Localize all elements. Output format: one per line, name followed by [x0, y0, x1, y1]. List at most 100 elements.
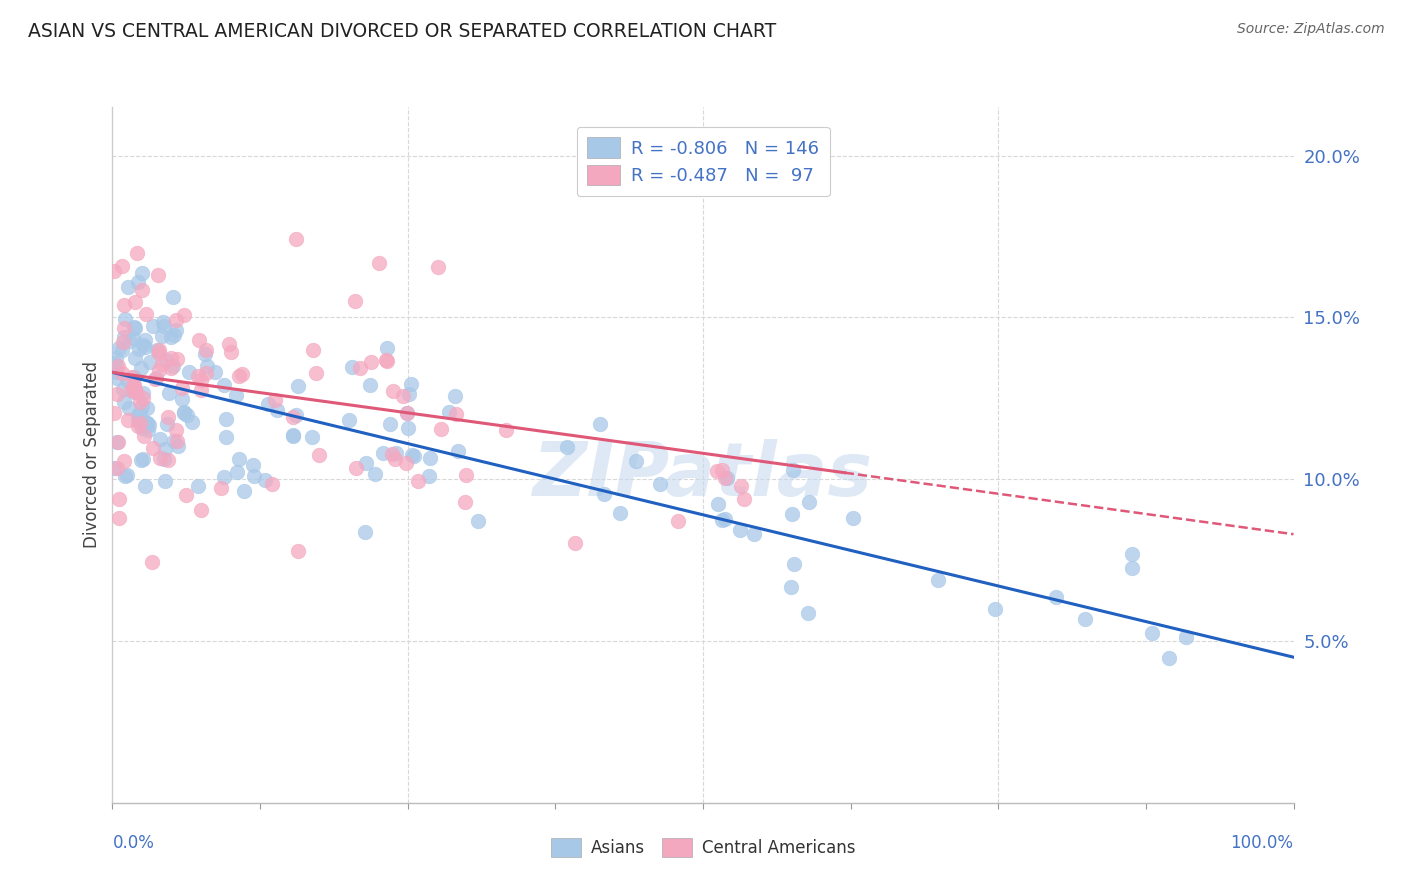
- Point: [111, 343, 134, 357]
- Point: [446, 443, 468, 458]
- Point: [287, 544, 309, 558]
- Point: [342, 360, 364, 375]
- Point: [215, 411, 238, 425]
- Point: [401, 376, 423, 391]
- Point: [156, 417, 179, 432]
- Point: [176, 408, 198, 422]
- Text: ASIAN VS CENTRAL AMERICAN DIVORCED OR SEPARATED CORRELATION CHART: ASIAN VS CENTRAL AMERICAN DIVORCED OR SE…: [28, 22, 776, 41]
- Point: [401, 448, 423, 462]
- Point: [120, 334, 142, 348]
- Point: [281, 427, 304, 442]
- Point: [136, 401, 159, 416]
- Point: [382, 384, 405, 399]
- Point: [375, 354, 398, 368]
- Point: [146, 343, 169, 358]
- Point: [124, 294, 146, 309]
- Point: [122, 331, 145, 345]
- Point: [495, 424, 517, 438]
- Point: [136, 423, 159, 437]
- Point: [132, 391, 155, 405]
- Point: [134, 340, 156, 354]
- Point: [152, 452, 174, 467]
- Point: [557, 440, 579, 454]
- Point: [218, 336, 240, 351]
- Point: [105, 359, 128, 374]
- Point: [129, 395, 152, 409]
- Point: [162, 359, 184, 373]
- Point: [165, 423, 187, 437]
- Point: [162, 289, 184, 303]
- Point: [195, 366, 218, 380]
- Point: [139, 355, 162, 369]
- Point: [166, 434, 188, 448]
- Point: [112, 395, 135, 409]
- Point: [204, 366, 226, 380]
- Point: [385, 445, 408, 459]
- Point: [284, 409, 307, 423]
- Point: [984, 602, 1007, 616]
- Point: [197, 359, 219, 374]
- Point: [374, 353, 396, 368]
- Point: [117, 413, 139, 427]
- Point: [190, 373, 212, 387]
- Point: [281, 409, 304, 424]
- Point: [112, 454, 135, 468]
- Point: [284, 232, 307, 246]
- Point: [173, 405, 195, 419]
- Point: [1121, 547, 1143, 561]
- Point: [112, 330, 135, 344]
- Point: [364, 467, 387, 481]
- Point: [129, 453, 152, 467]
- Point: [187, 368, 209, 383]
- Point: [121, 370, 143, 384]
- Point: [143, 372, 166, 386]
- Point: [107, 435, 129, 450]
- Point: [117, 373, 139, 387]
- Point: [153, 442, 176, 457]
- Point: [124, 321, 146, 335]
- Point: [927, 573, 949, 587]
- Point: [149, 451, 172, 466]
- Point: [706, 465, 728, 479]
- Point: [122, 369, 145, 384]
- Point: [710, 513, 733, 527]
- Point: [343, 293, 366, 308]
- Point: [135, 307, 157, 321]
- Point: [103, 263, 125, 277]
- Point: [111, 259, 134, 273]
- Point: [127, 414, 149, 428]
- Point: [353, 524, 375, 539]
- Point: [134, 333, 156, 347]
- Point: [103, 406, 125, 420]
- Point: [406, 474, 429, 488]
- Point: [375, 342, 398, 356]
- Point: [305, 366, 328, 380]
- Point: [136, 416, 159, 430]
- Point: [103, 460, 125, 475]
- Point: [132, 452, 155, 467]
- Point: [714, 512, 737, 526]
- Point: [228, 368, 250, 383]
- Point: [117, 401, 139, 416]
- Point: [120, 383, 142, 397]
- Point: [378, 417, 401, 431]
- Point: [446, 407, 468, 421]
- Point: [111, 334, 134, 349]
- Point: [402, 450, 425, 464]
- Point: [111, 366, 134, 380]
- Point: [160, 361, 183, 376]
- Point: [1045, 590, 1067, 604]
- Point: [117, 280, 139, 294]
- Point: [215, 429, 238, 443]
- Point: [131, 266, 153, 280]
- Point: [1157, 650, 1180, 665]
- Point: [124, 319, 146, 334]
- Point: [257, 397, 280, 411]
- Point: [1175, 630, 1198, 644]
- Point: [157, 385, 180, 400]
- Point: [396, 406, 419, 420]
- Point: [156, 409, 179, 424]
- Point: [225, 387, 247, 401]
- Point: [105, 371, 128, 385]
- Point: [136, 416, 159, 430]
